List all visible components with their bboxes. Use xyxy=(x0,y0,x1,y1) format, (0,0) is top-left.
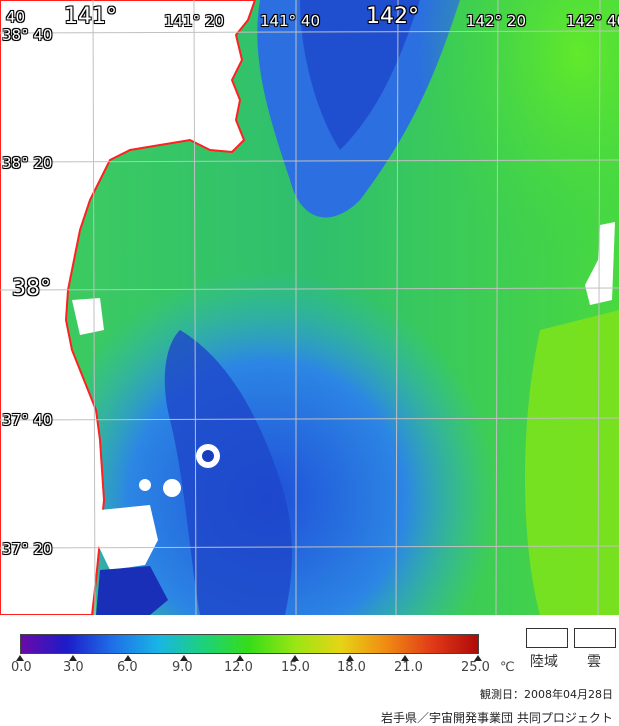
credit-text: 岩手県／宇宙開発事業団 共同プロジェクト xyxy=(381,711,613,725)
scale-tick-label: 0.0 xyxy=(11,660,32,675)
scale-tick-label: 21.0 xyxy=(394,660,423,675)
scale-tick-marker xyxy=(236,655,244,661)
cloud-patch xyxy=(72,298,104,335)
land-legend-label: 陸域 xyxy=(530,654,558,670)
scale-tick-marker xyxy=(69,655,77,661)
scale-tick-label: 12.0 xyxy=(224,660,253,675)
lat-label-38: 38° xyxy=(12,276,51,301)
lat-label-37-40: 37° 40 xyxy=(2,411,53,429)
lon-label-142-40: 142° 40 xyxy=(566,12,619,30)
lat-label-38-40: 38° 40 xyxy=(2,26,53,44)
lon-label-141-20: 141° 20 xyxy=(164,12,224,30)
cold-eddy xyxy=(202,450,214,462)
cloud-patch xyxy=(98,505,158,570)
cold-water-tongue xyxy=(164,330,292,615)
lat-label-37-20: 37° 20 xyxy=(2,540,53,558)
lon-label-141-40: 141° 40 xyxy=(260,12,320,30)
scale-unit: ℃ xyxy=(500,660,515,675)
cold-water-pool xyxy=(90,200,510,615)
scale-tick-marker xyxy=(124,655,132,661)
lon-label-142: 142° xyxy=(366,4,419,29)
observation-date: 観測日：2008年04月28日 xyxy=(480,688,613,701)
lon-label-142-20: 142° 20 xyxy=(466,12,526,30)
scale-tick-label: 18.0 xyxy=(337,660,366,675)
sea-surface-temperature-map xyxy=(0,0,619,615)
scale-tick-marker xyxy=(180,655,188,661)
cloud-patch xyxy=(163,479,181,497)
scale-tick-label: 6.0 xyxy=(117,660,138,675)
graticule xyxy=(0,0,619,615)
lon-label-141: 141° xyxy=(64,4,117,29)
temperature-color-scale xyxy=(20,634,479,654)
lat-label-38-20: 38° 20 xyxy=(2,154,53,172)
scale-tick-marker xyxy=(291,655,299,661)
cloud-legend-swatch xyxy=(574,628,616,648)
land-legend-swatch xyxy=(526,628,568,648)
cloud-patch xyxy=(139,479,151,491)
scale-tick-label: 15.0 xyxy=(281,660,310,675)
corner-label: 40 xyxy=(6,8,26,26)
scale-tick-marker xyxy=(346,655,354,661)
scale-tick-marker xyxy=(474,655,482,661)
land-area xyxy=(0,0,257,615)
scale-tick-marker xyxy=(16,655,24,661)
warm-water-se xyxy=(525,310,619,615)
cold-water-bay xyxy=(96,566,168,615)
scale-tick-marker xyxy=(401,655,409,661)
scale-tick-label: 9.0 xyxy=(172,660,193,675)
cloud-legend-label: 雲 xyxy=(587,654,601,670)
scale-tick-label: 3.0 xyxy=(63,660,84,675)
scale-tick-label: 25.0 xyxy=(461,660,490,675)
cloud-patch xyxy=(585,222,615,305)
